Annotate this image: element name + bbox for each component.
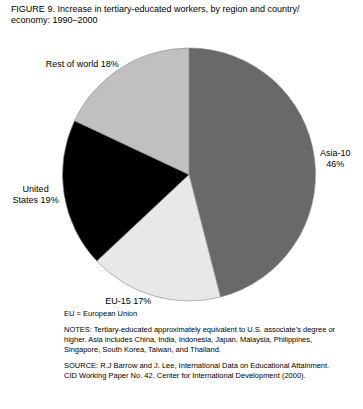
svg-text:SOURCE: R.J Barrow and J. Lee,: SOURCE: R.J Barrow and J. Lee, Internati… [64, 361, 329, 380]
svg-text:Rest of world 18%: Rest of world 18% [46, 59, 119, 69]
svg-text:EU = European Union: EU = European Union [64, 309, 137, 318]
svg-text:EU-15 17%: EU-15 17% [105, 296, 151, 306]
svg-text:NOTES: Tertiary-educated appro: NOTES: Tertiary-educated approximately e… [64, 325, 336, 354]
svg-text:FIGURE 9. Increase in tertiary: FIGURE 9. Increase in tertiary-educated … [11, 4, 300, 26]
svg-text:Asia-1046%: Asia-1046% [320, 148, 351, 170]
svg-text:UnitedStates 19%: UnitedStates 19% [13, 184, 59, 206]
